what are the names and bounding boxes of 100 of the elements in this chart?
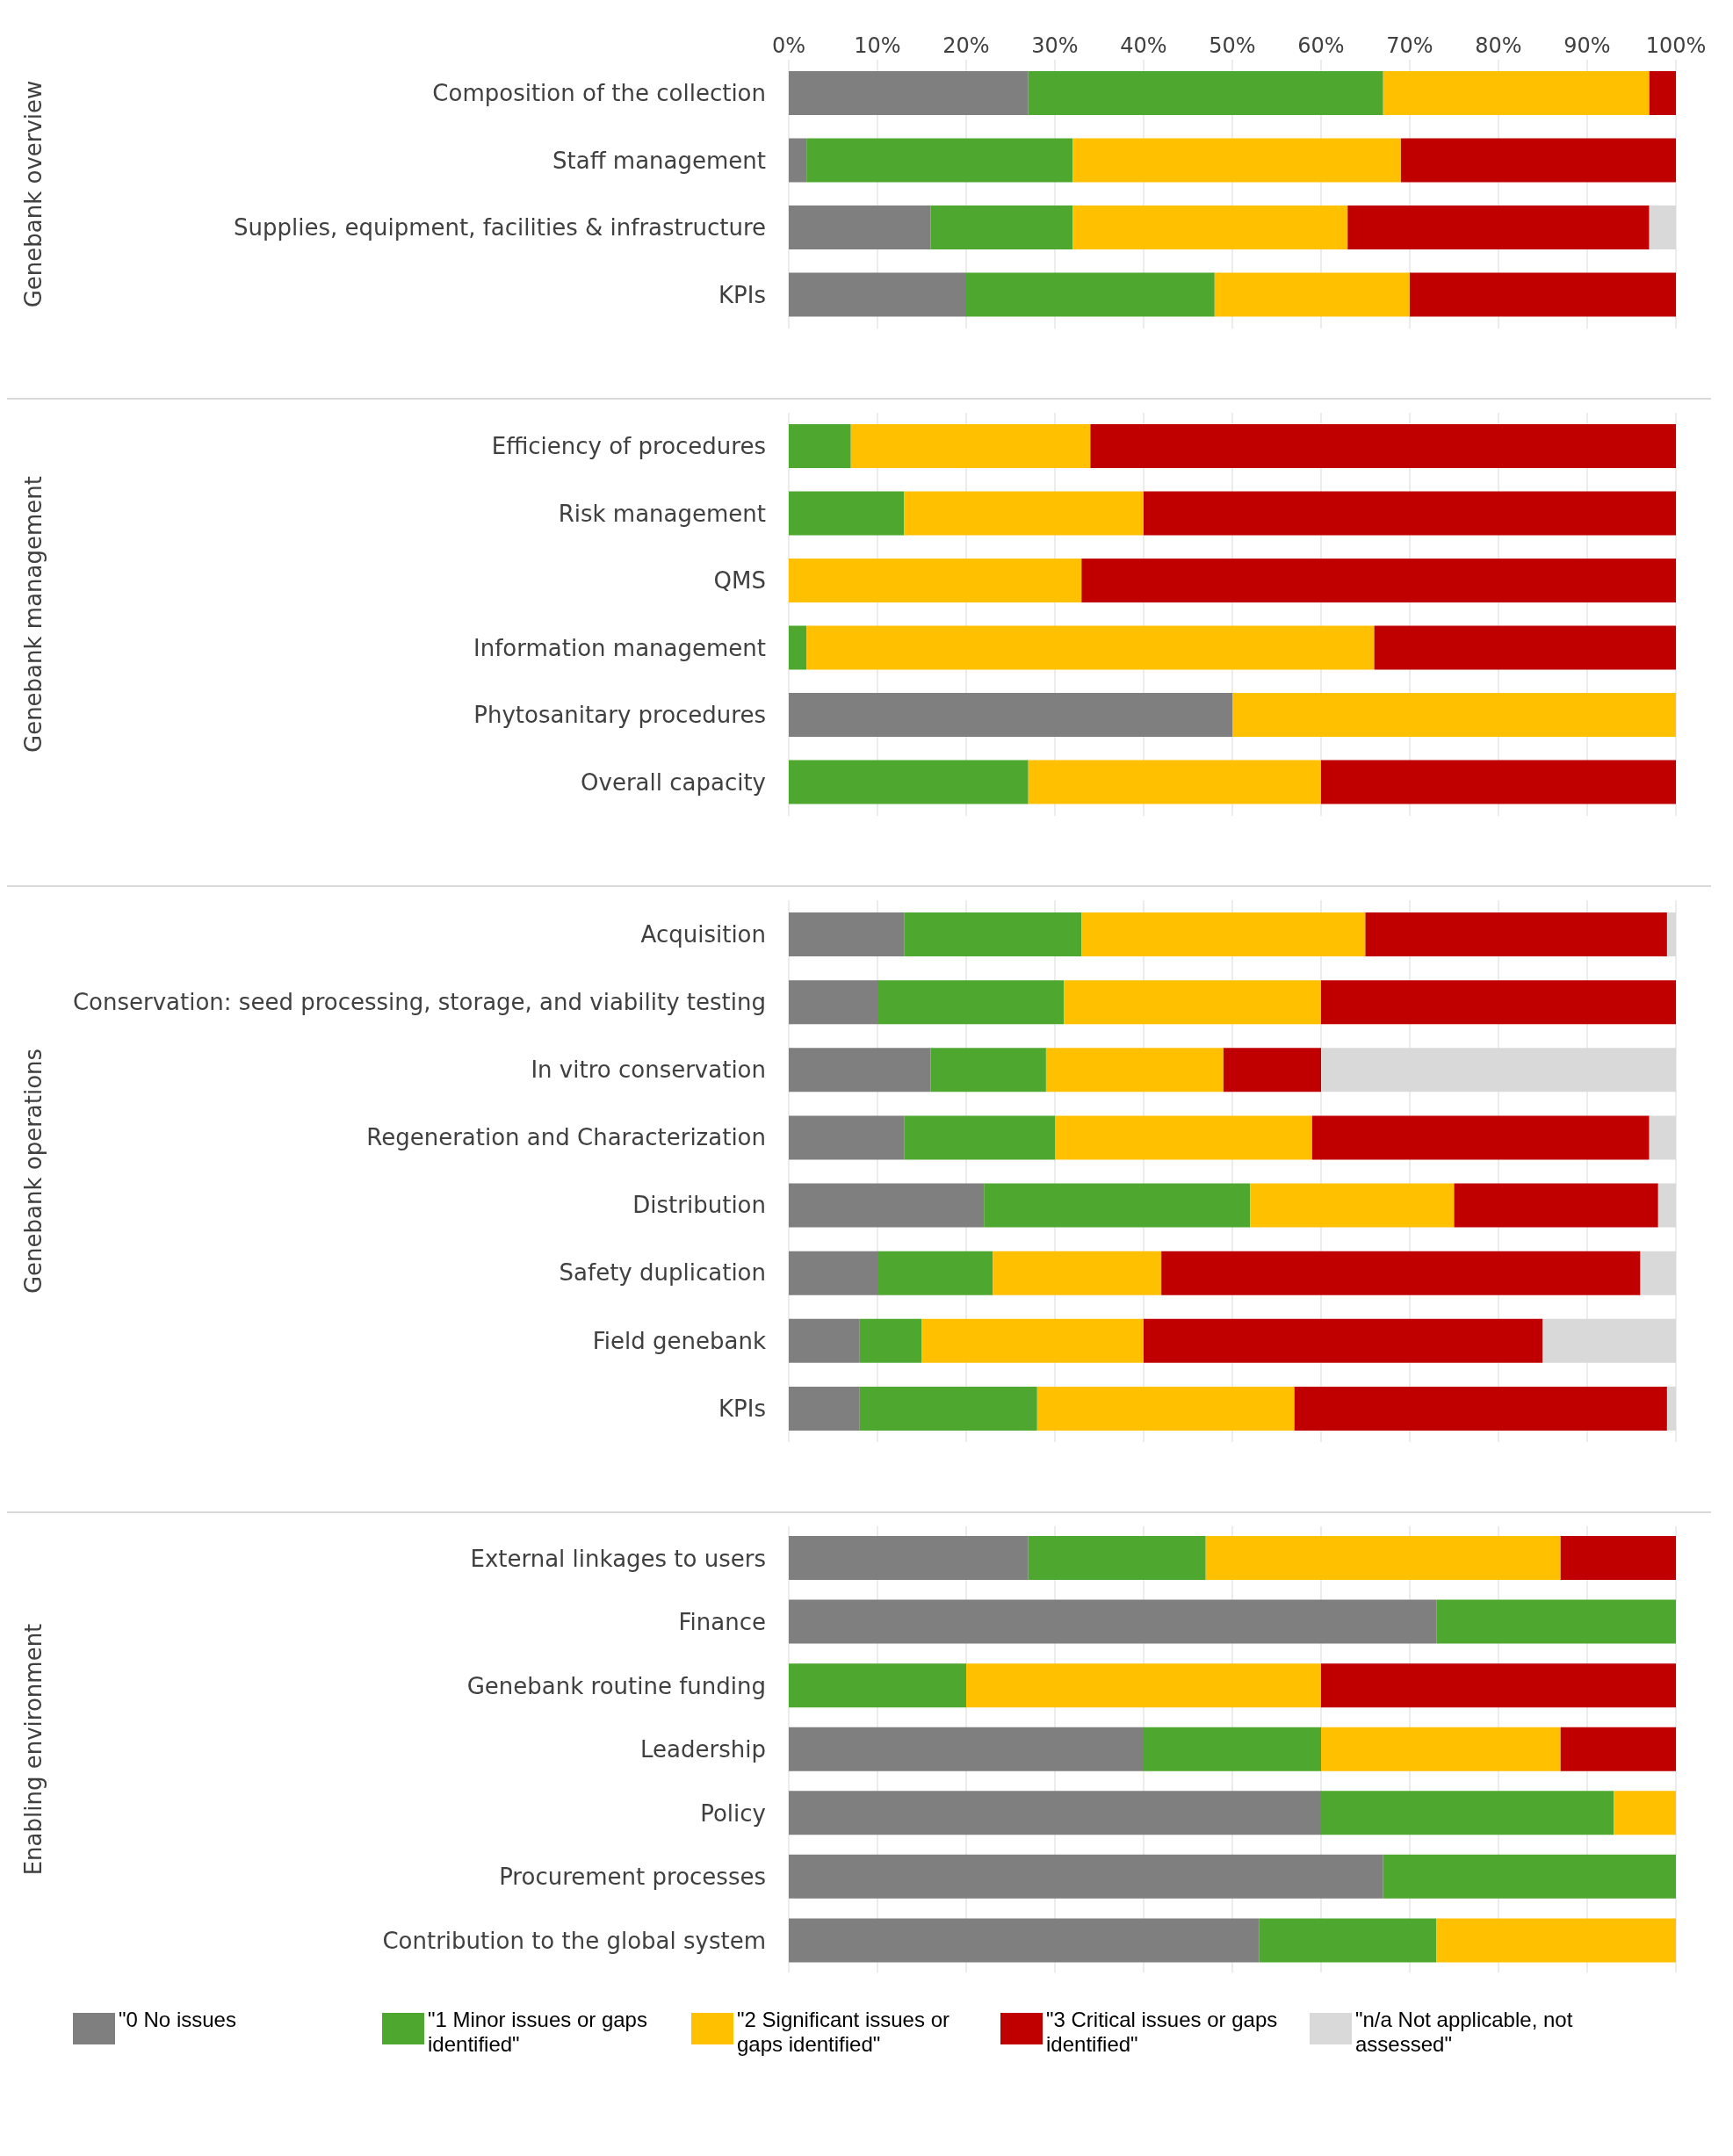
y-tick-label: Information management [473, 634, 766, 661]
bar [1214, 272, 1410, 317]
bar [1294, 1386, 1667, 1431]
bar [1090, 424, 1676, 468]
bar [789, 693, 1232, 737]
bar [904, 912, 1082, 956]
bar [1259, 1918, 1437, 1963]
bar [789, 138, 807, 183]
bar [859, 1386, 1037, 1431]
bar [789, 559, 1082, 602]
y-axis-title: Genebank management [20, 475, 47, 754]
x-tick-label: 60% [1297, 33, 1345, 58]
y-tick-label: Efficiency of procedures [491, 433, 766, 460]
y-tick-label: Acquisition [640, 920, 766, 948]
bar [966, 1663, 1321, 1708]
y-axis-title: Genebank operations [20, 1048, 47, 1294]
y-tick-label: Field genebank [592, 1327, 766, 1354]
bar [1223, 1048, 1321, 1092]
y-tick-label: Finance [678, 1609, 766, 1636]
bar [1321, 760, 1676, 804]
bar [850, 424, 1091, 468]
y-tick-label: Staff management [552, 147, 766, 174]
bar [859, 1318, 922, 1363]
bar [789, 1183, 985, 1228]
bar [789, 625, 807, 670]
y-tick-label: Leadership [640, 1736, 766, 1763]
bar [993, 1251, 1162, 1295]
bar [789, 1048, 931, 1092]
bar [966, 272, 1215, 317]
bar [789, 980, 877, 1025]
y-tick-label: Overall capacity [581, 768, 766, 796]
bar [1614, 1791, 1676, 1835]
x-tick-label: 50% [1209, 33, 1256, 58]
bar [789, 1536, 1029, 1580]
legend-label: "2 Significant issues or gaps identified" [737, 2008, 950, 2057]
y-axis-title: Enabling environment [20, 1623, 47, 1876]
y-tick-label: QMS [713, 567, 766, 595]
bar [1649, 71, 1676, 115]
bar [904, 491, 1144, 536]
x-tick-label: 30% [1031, 33, 1079, 58]
bar [789, 272, 966, 317]
bar [1374, 625, 1676, 670]
bar [877, 1251, 993, 1295]
y-tick-label: KPIs [718, 281, 766, 308]
bar [1365, 912, 1667, 956]
bar [1072, 138, 1401, 183]
bar [1144, 491, 1676, 536]
bar [789, 1115, 905, 1160]
bar [789, 760, 1029, 804]
bar [789, 1727, 1144, 1771]
bar [1028, 71, 1383, 115]
bar [1311, 1115, 1650, 1160]
y-tick-label: KPIs [718, 1395, 766, 1422]
bar [1144, 1727, 1321, 1771]
bar [1081, 912, 1366, 956]
y-tick-label: Policy [700, 1799, 766, 1827]
bar [789, 424, 851, 468]
x-tick-label: 100% [1645, 33, 1707, 58]
bar [1055, 1115, 1312, 1160]
legend-label: "0 No issues [119, 2008, 237, 2032]
bar [1383, 1854, 1676, 1899]
x-tick-label: 90% [1563, 33, 1611, 58]
x-tick-label: 10% [854, 33, 901, 58]
legend-label: "n/a Not applicable, not assessed" [1355, 2008, 1574, 2057]
y-axis-title: Genebank overview [20, 80, 47, 308]
legend-label: "3 Critical issues or gaps identified" [1046, 2008, 1279, 2057]
bar [1436, 1599, 1676, 1644]
y-tick-label: Safety duplication [559, 1259, 766, 1287]
x-tick-label: 40% [1120, 33, 1167, 58]
bar [1144, 1318, 1543, 1363]
x-tick-label: 0% [771, 33, 806, 58]
x-tick-label: 70% [1386, 33, 1433, 58]
bar [1410, 272, 1676, 317]
bar [789, 1663, 966, 1708]
bar [930, 206, 1073, 249]
bar [789, 491, 905, 536]
y-tick-label: Composition of the collection [432, 80, 766, 107]
y-tick-label: Genebank routine funding [466, 1672, 766, 1699]
y-tick-label: In vitro conservation [531, 1056, 766, 1084]
bar [1436, 1918, 1676, 1963]
bar [806, 625, 1375, 670]
bar [1036, 1386, 1295, 1431]
bar [1560, 1536, 1676, 1580]
y-tick-label: Supplies, equipment, facilities & infrastructure [233, 214, 766, 242]
bar [1250, 1183, 1455, 1228]
bar [789, 1386, 860, 1431]
bar [1045, 1048, 1224, 1092]
bar [1072, 206, 1348, 249]
bar [1064, 980, 1321, 1025]
bar [921, 1318, 1144, 1363]
bar [877, 980, 1065, 1025]
y-tick-label: External linkages to users [470, 1545, 766, 1572]
bar [1560, 1727, 1676, 1771]
x-tick-label: 80% [1475, 33, 1522, 58]
bar [789, 206, 931, 249]
y-tick-label: Regeneration and Characterization [366, 1124, 766, 1151]
bar [1205, 1536, 1561, 1580]
y-tick-label: Risk management [558, 500, 766, 527]
x-tick-label: 20% [942, 33, 990, 58]
y-tick-label: Procurement processes [499, 1864, 766, 1891]
